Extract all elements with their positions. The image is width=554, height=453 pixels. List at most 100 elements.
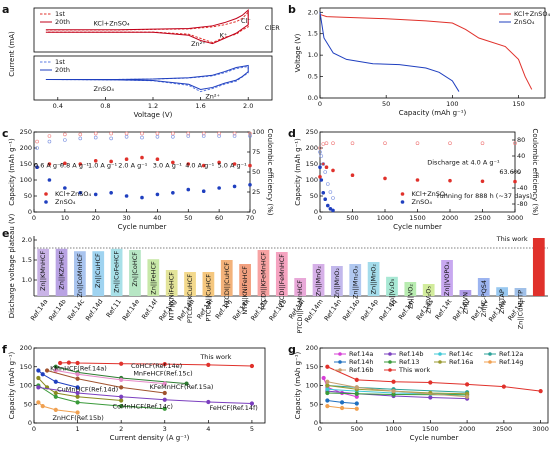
series-line <box>327 385 468 393</box>
data-point <box>75 410 80 415</box>
data-point <box>58 360 63 366</box>
data-point <box>93 131 98 136</box>
annotation: 3.0 A g⁻¹ <box>153 162 182 170</box>
y-tick-label: 1.5 <box>308 30 318 38</box>
data-point <box>318 150 322 154</box>
y2-tick-label: 25 <box>252 188 260 196</box>
x-tick-label: Ref.14n <box>323 298 344 323</box>
bar <box>532 238 545 296</box>
bar-label: Zn||CuHHTP <box>516 290 524 329</box>
data-point <box>325 390 330 396</box>
y2-tick-label: 75 <box>252 148 260 156</box>
data-point <box>63 186 67 190</box>
legend-label: Ref.13 <box>399 358 419 366</box>
legend-marker <box>388 368 392 372</box>
series-label: This work <box>199 353 231 361</box>
data-point <box>119 385 124 390</box>
bar-label: Zn||VOPO₄ <box>443 262 451 296</box>
data-point <box>44 368 50 373</box>
legend-marker <box>338 368 342 372</box>
bar <box>422 284 435 296</box>
y2-tick-label: 0 <box>252 208 256 216</box>
legend-marker <box>488 360 492 364</box>
data-point <box>354 377 359 382</box>
data-point <box>339 405 345 411</box>
x-tick-label: 500 <box>351 425 363 433</box>
x-tick-label: 2 <box>119 425 123 433</box>
y-tick-label: 150 <box>306 160 318 168</box>
panel-letter: d <box>288 127 296 140</box>
y2-tick-label: 100 <box>252 128 264 136</box>
bar-label: Zn||CoFeHCF <box>113 251 121 293</box>
x-axis-label: Capacity (mAh g⁻¹) <box>399 109 467 117</box>
legend-label: Ref.14g <box>499 358 524 366</box>
legend-label: Ref.14a <box>349 350 373 358</box>
data-point <box>171 131 175 136</box>
data-point <box>415 141 420 145</box>
data-point <box>428 380 433 385</box>
bar <box>441 260 453 296</box>
y-tick-label: 100 <box>306 382 318 390</box>
data-point <box>501 384 506 389</box>
y-tick-label: 150 <box>20 160 32 168</box>
bar-label: Zn||CoHCF <box>131 252 139 287</box>
legend-label: Ref.12a <box>499 350 523 358</box>
x-tick-label: 30 <box>122 214 130 222</box>
bar <box>165 270 178 296</box>
data-point <box>383 176 387 181</box>
legend-marker <box>438 360 442 364</box>
data-point <box>162 406 167 411</box>
data-point <box>513 141 517 145</box>
data-point <box>119 361 124 366</box>
bar-label: Zn||Mn₂O₃ <box>351 266 359 299</box>
x-tick-label: 1.6 <box>195 102 205 110</box>
y-tick-label: 0 <box>28 208 32 216</box>
bar-label: Zn||MnO₂ <box>333 268 341 299</box>
legend-label: Ref.16a <box>449 358 473 366</box>
data-point <box>391 392 396 397</box>
y2-axis-label: Coulombic efficiency (%) <box>531 128 539 215</box>
data-point <box>186 187 191 192</box>
data-point <box>119 377 124 382</box>
x-tick-label: Ref.14b <box>47 298 68 323</box>
y-tick-label: 0 <box>314 419 318 427</box>
data-point <box>249 363 255 369</box>
series-line <box>319 13 533 90</box>
bar-label: Zn||VO₂ <box>406 284 414 309</box>
x-tick-label: 2000 <box>459 425 476 433</box>
bar <box>257 250 270 296</box>
data-point <box>232 184 237 189</box>
x-axis-label: Voltage (V) <box>134 111 173 119</box>
bar-label: PTCDI||FeMnHCF <box>278 254 286 308</box>
y-tick-label: 250 <box>20 128 32 136</box>
x-tick-label: 0.4 <box>53 102 63 110</box>
x-tick-label: 2500 <box>474 214 491 222</box>
annotation: This work <box>496 235 528 243</box>
y-axis-label: Current (mA) <box>8 31 16 77</box>
data-point <box>318 175 322 179</box>
x-axis-label: Cycle number <box>410 434 459 442</box>
annotation: ZnSO₄ <box>94 85 115 93</box>
x-tick-label: 150 <box>512 100 524 108</box>
data-point <box>35 146 39 150</box>
bar-label: PTCDI||CuHCF <box>223 262 231 307</box>
legend-marker <box>338 352 342 356</box>
data-point <box>155 192 160 197</box>
bar-label: NTP||KNiFeHCF <box>241 266 249 315</box>
data-point <box>140 195 144 200</box>
y-axis-label: Capacity (mAh g⁻¹) <box>294 138 302 206</box>
x-tick-label: 40 <box>153 214 161 222</box>
data-point <box>40 404 45 409</box>
data-point <box>93 135 98 140</box>
x-tick-label: Ref.14p <box>359 298 380 323</box>
x-tick-label: 1500 <box>409 214 426 222</box>
data-point <box>75 360 80 366</box>
data-point <box>325 364 330 369</box>
legend-marker <box>44 200 48 204</box>
y-tick-label: 0.0 <box>308 94 318 102</box>
data-point <box>324 165 329 169</box>
y-axis-label: Capacity (mAh g⁻¹) <box>294 351 302 419</box>
panel-letter: f <box>2 343 7 356</box>
data-point <box>217 134 221 138</box>
data-point <box>331 196 335 200</box>
